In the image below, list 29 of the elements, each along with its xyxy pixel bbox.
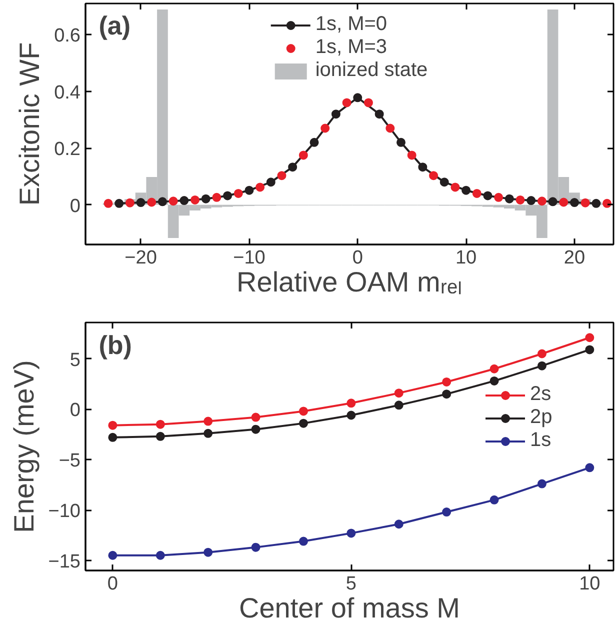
- x-tick-label: −20: [124, 248, 157, 268]
- annotation: (a): [98, 10, 130, 41]
- x-tick-label: 20: [564, 248, 586, 268]
- y-axis-title: Energy (meV): [8, 360, 40, 533]
- y-tick-label: 0.4: [54, 82, 81, 104]
- legend-label: 1s, M=0: [315, 13, 388, 36]
- y-tick-label: 0.2: [54, 139, 81, 160]
- y-tick-label: 0: [70, 196, 81, 217]
- x-tick-label: 5: [346, 574, 356, 594]
- y-tick-label: 0.6: [54, 26, 81, 47]
- annotation: (b): [98, 330, 132, 360]
- x-tick-label: 10: [579, 574, 600, 594]
- legend-label: ionized state: [315, 59, 428, 82]
- y-axis-title: Excitonic WF: [14, 42, 46, 206]
- x-tick-label: 0: [352, 248, 363, 268]
- y-tick-label: −15: [48, 551, 81, 572]
- legend-label: 1s, M=3: [315, 36, 388, 59]
- x-tick-label: 10: [455, 248, 477, 268]
- y-tick-label: −10: [48, 501, 81, 522]
- legend-label: 2s: [530, 383, 552, 406]
- x-tick-label: −10: [233, 248, 266, 268]
- legend-label: 2p: [530, 406, 552, 429]
- y-tick-label: −5: [58, 450, 81, 472]
- x-axis-title: Center of mass M: [239, 592, 460, 624]
- y-tick-label: 5: [70, 350, 81, 371]
- x-axis-title: Relative OAM mᵣₑₗ: [236, 266, 462, 298]
- x-tick-label: 0: [107, 574, 118, 594]
- legend-label: 1s: [530, 429, 552, 452]
- y-tick-label: 0: [70, 400, 81, 422]
